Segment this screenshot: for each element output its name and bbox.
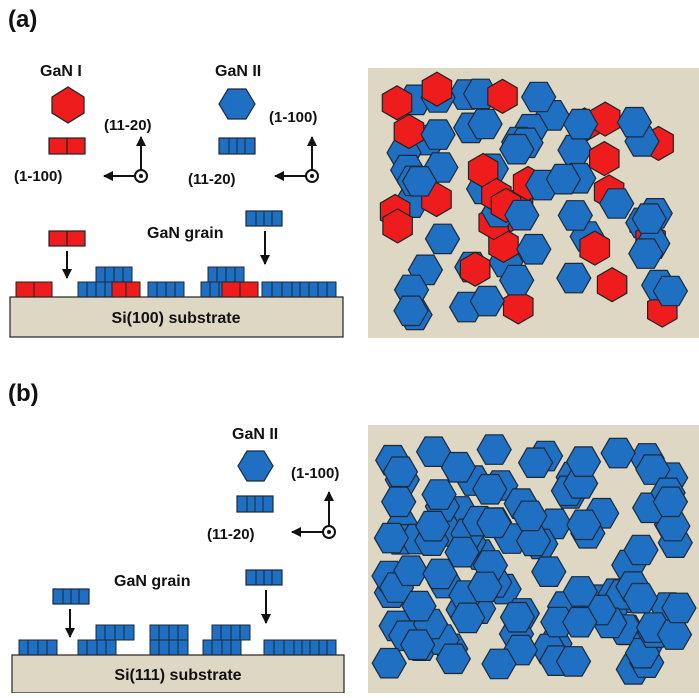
- gan-ii-axes: [274, 136, 319, 183]
- gan-ii-grain: [393, 295, 429, 327]
- gan-ii-dir-left: (11-20): [188, 171, 236, 188]
- gan-ii-grain: [616, 106, 653, 138]
- gan-ii-grain: [531, 556, 567, 588]
- gan-ii-grain: [499, 264, 535, 296]
- gan-ii-grain: [444, 536, 480, 568]
- gan-ii-grain: [472, 473, 508, 505]
- substrate-b: [11, 654, 345, 694]
- gan-ii-grain: [562, 576, 598, 607]
- gan-ii-grain: [599, 188, 635, 219]
- falling-gan-ii-grain: [245, 210, 283, 227]
- gan-i-grain: [487, 78, 518, 114]
- gan-ii-grain: [420, 119, 456, 150]
- gan-ii-dir-up-b: (1-100): [291, 465, 339, 482]
- gan-ii-grain: [450, 602, 486, 634]
- gan-ii-grain: [415, 510, 451, 542]
- gan-ii-grain: [476, 434, 512, 465]
- gan-ii-grain: [424, 223, 461, 255]
- gan-ii-grain: [481, 648, 517, 680]
- substrate-b-label: Si(111) substrate: [114, 667, 241, 684]
- gan-ii-grain: [435, 643, 471, 675]
- gan-ii-grain: [512, 500, 548, 532]
- gan-ii-label: GaN II: [215, 63, 261, 80]
- panel-b-label: (b): [8, 380, 39, 407]
- gan-ii-hex-icon: [218, 88, 256, 120]
- gan-ii-label-b: GaN II: [232, 426, 278, 443]
- gan-ii-grain: [565, 446, 602, 477]
- gan-ii-grain: [545, 163, 582, 195]
- gan-ii-axes-b: [291, 491, 336, 539]
- gan-ii-grain: [393, 555, 429, 587]
- gan-ii-grain: [631, 203, 667, 234]
- gan-i-label: GaN I: [40, 63, 82, 80]
- gan-ii-side-block: [218, 137, 256, 155]
- gan-i-grain: [502, 289, 534, 325]
- gan-ii-grain: [476, 507, 512, 539]
- gan-i-grain: [382, 208, 413, 244]
- gan-ii-grain: [566, 509, 602, 541]
- grain-label-b: GaN grain: [114, 573, 190, 590]
- gan-ii-grain: [556, 262, 592, 294]
- gan-ii-side-block-b: [236, 495, 274, 513]
- gan-ii-hex-icon-b: [237, 450, 274, 482]
- gan-i-hex-icon: [51, 86, 85, 124]
- gan-ii-grain: [652, 275, 689, 307]
- gan-ii-grain: [652, 486, 689, 518]
- gan-i-side-block: [48, 137, 86, 155]
- substrate-a: [9, 296, 344, 338]
- gan-i-grain: [588, 140, 620, 177]
- gan-ii-grain: [440, 451, 477, 483]
- gan-i-grain: [579, 230, 611, 266]
- gan-ii-grain: [400, 629, 436, 661]
- gan-ii-grain: [499, 601, 536, 633]
- gan-i-grain: [459, 251, 491, 287]
- deposited-grains-b: [18, 624, 337, 656]
- grain-label-a: GaN grain: [147, 225, 223, 242]
- gan-ii-grain: [401, 590, 437, 622]
- gan-i-grain: [393, 113, 425, 150]
- gan-ii-grain: [499, 133, 535, 165]
- gan-i-grain: [381, 85, 413, 121]
- gan-ii-grain: [382, 456, 419, 488]
- gan-ii-grain: [563, 108, 599, 140]
- gan-ii-grain: [373, 522, 410, 554]
- gan-ii-dir-up: (1-100): [269, 109, 317, 126]
- gan-ii-grain: [661, 592, 697, 624]
- gan-ii-grain: [555, 646, 592, 677]
- gan-ii-grain: [504, 199, 540, 231]
- gan-ii-grain: [557, 200, 593, 231]
- falling-gan-ii-grain-b2: [245, 569, 283, 586]
- gan-ii-dir-left-b: (11-20): [207, 526, 255, 543]
- gan-i-dir-left: (1-100): [14, 168, 62, 185]
- gan-ii-grain: [600, 437, 636, 469]
- falling-gan-ii-grain-b1: [52, 588, 90, 605]
- gan-ii-grain: [623, 534, 659, 566]
- gan-ii-grain: [515, 525, 552, 557]
- substrate-a-label: Si(100) substrate: [112, 310, 241, 327]
- gan-ii-grain: [517, 447, 554, 478]
- gan-ii-grain: [467, 571, 503, 603]
- gan-ii-grain: [622, 582, 659, 614]
- gan-ii-grain: [421, 479, 457, 510]
- falling-gan-i-grain: [48, 230, 86, 247]
- gan-ii-grain: [371, 647, 407, 679]
- gan-ii-grain: [422, 558, 458, 590]
- panel-a-label: (a): [8, 6, 37, 33]
- gan-ii-grain: [562, 606, 598, 638]
- micrograph-a-grains: [379, 71, 689, 331]
- deposited-grains-a: [15, 266, 337, 298]
- gan-ii-grain: [401, 166, 438, 197]
- gan-i-grain: [421, 71, 453, 107]
- gan-ii-grain: [467, 108, 503, 140]
- gan-ii-grain: [516, 233, 552, 265]
- gan-i-axes: [103, 136, 148, 183]
- micrograph-b-grains: [371, 434, 697, 685]
- gan-ii-grain: [469, 285, 505, 317]
- gan-ii-grain: [521, 81, 557, 113]
- gan-ii-grain: [628, 238, 664, 269]
- gan-i-dir-up: (11-20): [104, 117, 152, 134]
- gan-i-grain: [596, 267, 628, 303]
